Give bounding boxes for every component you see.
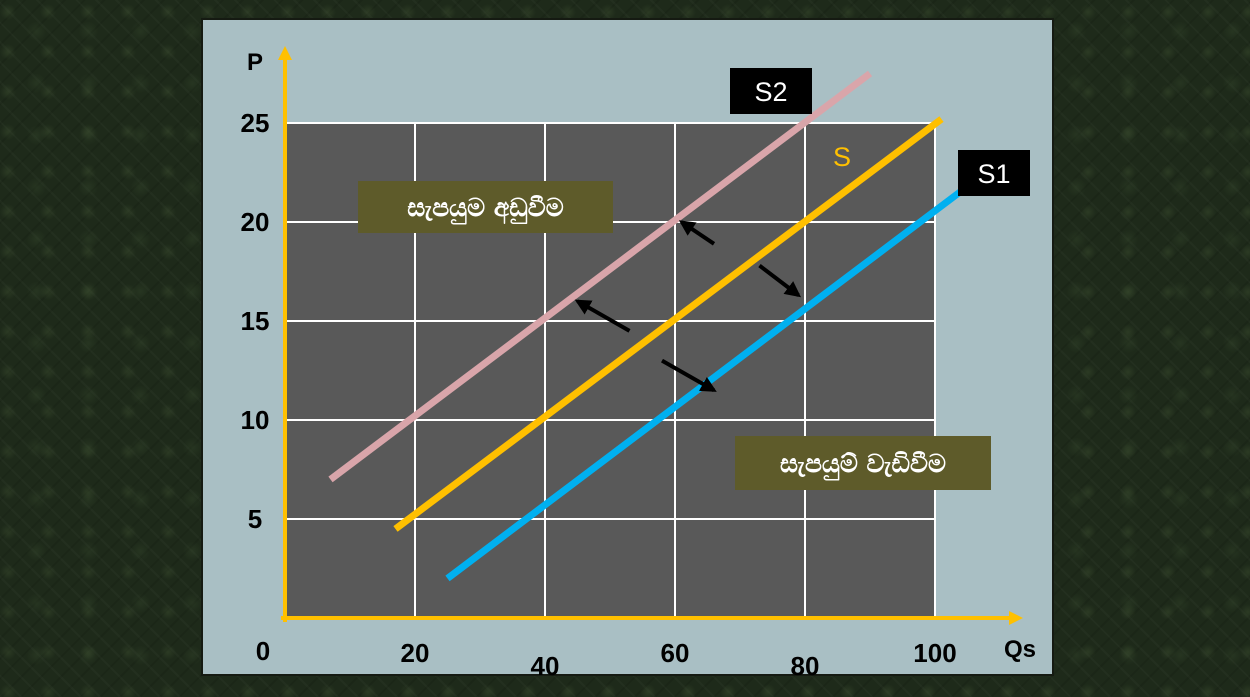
annotation-text: සැපයුම් වැඩිවීම [780, 449, 946, 481]
y-tick-label: 25 [241, 108, 270, 138]
x-tick-label: 20 [401, 638, 430, 668]
x-tick-label: 80 [791, 651, 820, 678]
origin-label: 0 [256, 636, 270, 666]
y-axis-arrowhead [278, 46, 292, 60]
y-axis-title: P [247, 49, 263, 76]
y-tick-label: 10 [241, 405, 270, 435]
axes [278, 46, 1023, 625]
series-labels: S2 S S1 [730, 68, 1030, 196]
y-tick-label: 20 [241, 207, 270, 237]
y-tick-label: 15 [241, 306, 270, 336]
series-line-s [393, 116, 944, 532]
x-axis-arrowhead [1009, 611, 1023, 625]
supply-shift-chart: 20 40 60 80 100 5 10 15 20 25 0 P Qs S2 S S1 සැපයුම අඩ… [241, 46, 1036, 678]
shift-arrow [678, 220, 716, 246]
x-tick-label: 40 [531, 651, 560, 678]
x-tick-label: 60 [661, 638, 690, 668]
series-label-s1: S1 [977, 159, 1010, 189]
x-axis-title: Qs [1004, 636, 1036, 663]
tick-labels: 20 40 60 80 100 5 10 15 20 25 0 P Qs [241, 49, 1036, 678]
series-label-box-s1 [958, 150, 1030, 196]
annotation-box [735, 436, 991, 490]
shift-arrow [758, 263, 802, 298]
x-tick-label: 100 [913, 638, 956, 668]
series-label-s: S [833, 142, 851, 172]
shift-arrows [574, 220, 802, 393]
shift-arrow [661, 358, 717, 393]
shift-arrow [574, 299, 631, 333]
series-line-s2 [328, 70, 873, 483]
chart-panel: 20 40 60 80 100 5 10 15 20 25 0 P Qs S2 S S1 සැපයුම අඩ… [201, 18, 1054, 678]
series-label-s2: S2 [754, 77, 787, 107]
annotation-text: සැපයුම අඩුවීම [407, 193, 563, 225]
annotations: සැපයුම අඩුවීම සැපයුම් වැඩිවීම [358, 181, 991, 490]
series-label-box-s2 [730, 68, 812, 114]
annotation-box [358, 181, 613, 233]
y-tick-label: 5 [248, 504, 262, 534]
